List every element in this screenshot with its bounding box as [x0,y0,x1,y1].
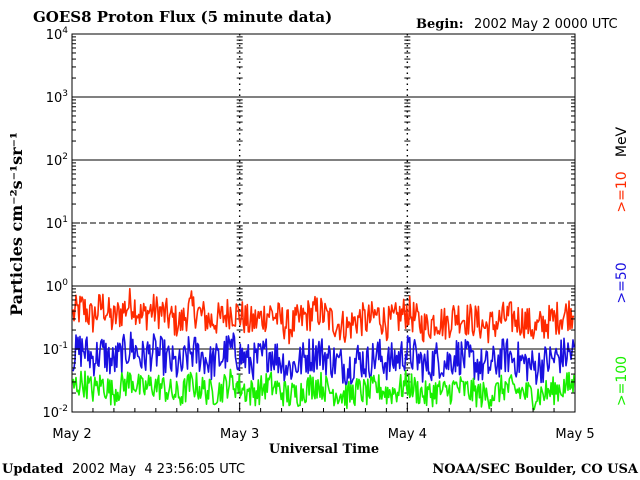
legend-entry-ge100: >=100 [614,356,630,406]
updated-label: Updated [2,462,63,477]
y-tick-exponent: 2 [62,152,68,162]
begin-label: Begin: [416,17,464,32]
x-tick-label: May 2 [52,427,91,442]
x-axis-label: Universal Time [269,442,379,457]
y-tick-exponent: 1 [62,215,68,225]
y-tick-base: 10 [42,406,59,421]
chart-title: GOES8 Proton Flux (5 minute data) [33,8,332,26]
y-tick-base: 10 [46,280,63,295]
y-tick-exponent: 4 [62,26,68,36]
updated-value: 2002 May 4 23:56:05 UTC [72,462,245,477]
y-tick-exponent: -1 [59,341,68,351]
x-tick-label: May 3 [220,427,259,442]
legend-unit: MeV [614,126,630,157]
begin-value: 2002 May 2 0000 UTC [474,17,618,32]
y-tick-base: 10 [46,91,63,106]
series-line-ge100 [72,368,575,411]
y-tick-base: 10 [46,154,63,169]
series-line-ge10 [72,287,575,345]
y-axis-label: Particles cm⁻²s⁻¹sr⁻¹ [7,132,26,316]
credit-text: NOAA/SEC Boulder, CO USA [432,462,639,477]
legend-entry-ge10: >=10 [614,171,630,212]
y-axis-label-text: Particles cm⁻²s⁻¹sr⁻¹ [7,132,26,316]
y-tick-exponent: 3 [62,89,68,99]
y-tick-base: 10 [46,28,63,43]
y-tick-label: 103 [46,89,68,106]
y-tick-exponent: 0 [62,278,68,288]
y-tick-label: 10-2 [42,404,68,421]
y-tick-base: 10 [42,343,59,358]
y-tick-label: 101 [46,215,68,232]
y-tick-label: 10-1 [42,341,68,358]
y-tick-exponent: -2 [59,404,68,414]
series-line-ge50 [72,331,575,387]
x-tick-label: May 5 [555,427,594,442]
y-tick-label: 104 [46,26,69,43]
y-tick-label: 100 [46,278,69,295]
y-tick-label: 102 [46,152,68,169]
y-tick-base: 10 [46,217,63,232]
x-tick-label: May 4 [388,427,427,442]
legend-entry-ge50: >=50 [614,262,630,303]
x-axis-ticks: May 2 May 3 May 4 May 5 [52,404,595,442]
series-layer [72,287,575,411]
